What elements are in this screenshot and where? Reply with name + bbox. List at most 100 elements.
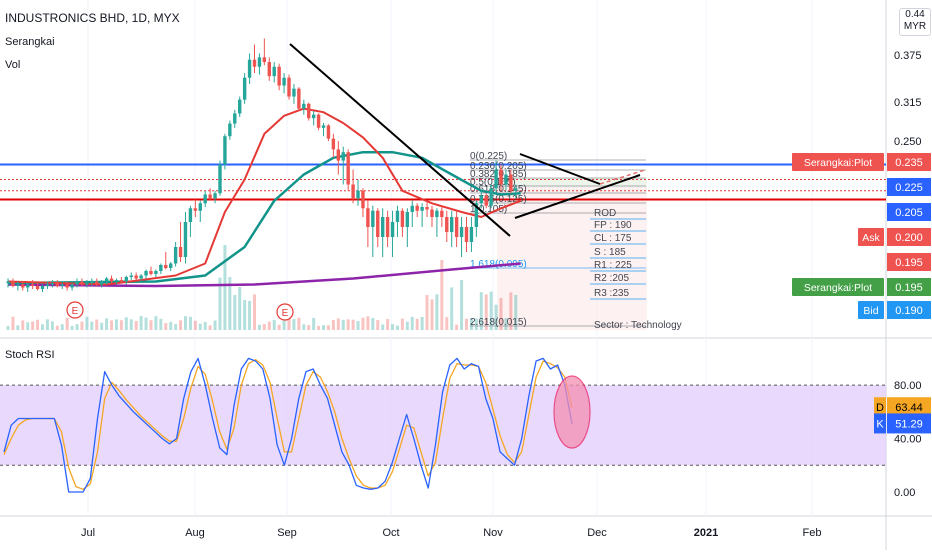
candle-body <box>469 227 474 242</box>
stoch-d-tag-bg <box>874 397 886 418</box>
candle-body <box>425 207 429 210</box>
y-tick-label: 0.375 <box>894 50 922 62</box>
volume-bar <box>317 325 321 330</box>
volume-bar <box>499 297 503 330</box>
candle-body <box>376 210 380 237</box>
trendline-projection <box>599 169 646 185</box>
candle-body <box>247 59 252 78</box>
indicator-volume[interactable]: Vol <box>5 59 21 71</box>
volume-bar <box>312 317 316 330</box>
volume-bar <box>381 324 385 330</box>
x-tick-label: Feb <box>803 527 822 539</box>
candle-body <box>168 263 173 268</box>
currency-button[interactable]: 0.44 MYR <box>899 8 931 36</box>
indicator-stoch-rsi[interactable]: Stoch RSI <box>5 349 55 361</box>
trendline-down <box>289 43 511 237</box>
x-tick-label: 2021 <box>694 527 718 539</box>
price-tag-value-bg <box>887 153 931 171</box>
volume-bar <box>174 323 178 330</box>
volume-bar <box>169 321 173 330</box>
candle-body <box>459 227 464 237</box>
volume-bar <box>154 316 158 330</box>
candle-body <box>430 209 434 217</box>
volume-bar <box>351 319 355 330</box>
stoch-y-tick-label: 0.00 <box>894 487 915 499</box>
candle-body <box>183 222 188 257</box>
candle-body <box>119 280 124 282</box>
highlight-ellipse <box>553 375 591 449</box>
earnings-marker <box>66 301 84 319</box>
volume-bar <box>435 294 439 330</box>
candle-body <box>292 88 296 97</box>
stoch-band <box>0 385 886 466</box>
note-label: R3 :235 <box>594 288 629 299</box>
candle-body <box>464 227 469 242</box>
candle-body <box>213 193 217 199</box>
volume-bar <box>139 316 143 330</box>
y-tick-label: 0.250 <box>894 136 922 148</box>
volume-bar <box>366 316 370 330</box>
note-label: Sector : Technology <box>594 320 682 331</box>
volume-bar <box>238 287 242 330</box>
stoch-y-tick-label: 80.00 <box>894 380 922 392</box>
candle-body <box>16 284 20 286</box>
volume-bar <box>75 324 79 330</box>
candle-body <box>494 169 498 189</box>
volume-bar <box>391 324 395 330</box>
volume-bar <box>277 324 281 330</box>
candle-body <box>45 284 50 286</box>
price-tag <box>887 203 931 221</box>
price-tag-label-bg <box>792 278 884 296</box>
candle-body <box>267 62 271 77</box>
volume-bar <box>489 291 493 330</box>
candle-body <box>218 164 222 194</box>
volume-bar <box>85 316 89 330</box>
volume-bar <box>455 324 459 330</box>
candle-body <box>316 114 321 128</box>
candle-body <box>193 208 198 211</box>
price-tag-value-bg <box>887 278 931 296</box>
volume-bar <box>326 325 330 330</box>
volume-bar <box>55 325 59 330</box>
candle-body <box>208 194 212 199</box>
candle-body <box>65 284 69 288</box>
volume-bar <box>405 321 409 330</box>
candle-body <box>154 271 158 274</box>
note-label: S : 185 <box>594 247 626 258</box>
candle-body <box>173 247 178 264</box>
price-tag <box>858 228 931 246</box>
candle-body <box>514 188 518 191</box>
fib-label: 2.618(0.015) <box>470 317 527 328</box>
volume-bar <box>440 260 444 330</box>
volume-bar <box>193 320 197 330</box>
indicator-serangkai[interactable]: Serangkai <box>5 36 55 48</box>
volume-bar <box>243 300 247 330</box>
price-tag <box>792 153 931 171</box>
volume-bar <box>297 317 301 330</box>
candle-body <box>341 152 345 161</box>
price-tag <box>858 301 931 319</box>
candle-body <box>114 280 119 282</box>
candle-body <box>484 195 488 206</box>
candle-body <box>366 208 370 227</box>
candle-body <box>139 275 143 279</box>
price-tag-label: Ask <box>862 232 880 244</box>
volume-bar <box>484 294 488 330</box>
candle-body <box>454 217 459 237</box>
candle-body <box>85 283 89 285</box>
candle-body <box>129 275 133 277</box>
candle-body <box>198 203 202 211</box>
candles <box>6 38 518 292</box>
volume-bar <box>159 318 163 330</box>
x-tick-label: Dec <box>587 527 607 539</box>
volume-bar <box>223 245 227 330</box>
candle-body <box>159 265 163 271</box>
candle-body <box>203 194 207 204</box>
volume-bar <box>119 320 123 330</box>
price-tag-value: 0.195 <box>895 282 923 294</box>
candle-body <box>445 217 449 232</box>
candle-body <box>499 169 503 185</box>
volume-bar <box>386 319 390 330</box>
